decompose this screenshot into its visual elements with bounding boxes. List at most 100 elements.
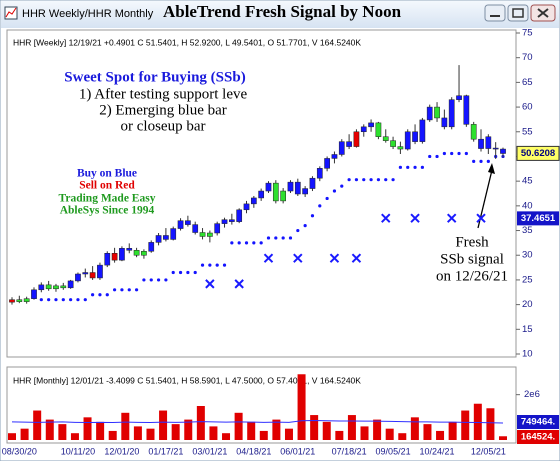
y-tick-label: 60 — [522, 102, 533, 113]
x-tick-label: 07/18/21 — [332, 446, 367, 456]
candle-body — [412, 131, 418, 142]
stop-dot — [318, 204, 322, 208]
price-header: HHR [Weekly] 12/19/21 +0.4901 C 51.5401,… — [13, 37, 361, 47]
last-volume-box — [517, 415, 559, 429]
volume-header: HHR [Monthly] 12/01/21 -3.4099 C 51.5401… — [13, 375, 361, 385]
x-tick-label: 03/01/21 — [192, 446, 227, 456]
annotation: 1) After testing support leve — [79, 86, 248, 102]
x-tick-label: 12/05/21 — [471, 446, 506, 456]
x-tick-label: 08/30/20 — [2, 446, 37, 456]
volume-bar — [284, 428, 293, 440]
stop-dot — [69, 298, 73, 302]
stop-dot — [61, 298, 65, 302]
close-button[interactable] — [530, 4, 556, 22]
candle-body — [111, 253, 118, 261]
volume-bar — [121, 412, 130, 440]
x-tick-label: 09/05/21 — [376, 446, 411, 456]
volume-bar — [159, 410, 168, 440]
volume-bar — [108, 430, 117, 440]
fresh-note: Fresh SSb signal on 12/26/21 — [436, 234, 508, 284]
candle-body — [463, 95, 470, 125]
candle-body — [470, 124, 477, 140]
annotation: Buy on Blue — [77, 168, 137, 180]
candle-body — [302, 188, 308, 195]
stop-dot — [325, 196, 329, 201]
stop-dot — [178, 270, 183, 275]
stop-dot — [156, 278, 161, 282]
volume-bar — [461, 410, 470, 440]
sell-x-marker — [351, 253, 362, 263]
y-tick-label: 65 — [522, 77, 533, 88]
volume-bar — [360, 426, 369, 440]
stop-dot — [164, 278, 168, 282]
candle-body — [45, 284, 52, 290]
candle-body — [316, 168, 323, 179]
candle-body — [60, 285, 67, 289]
volume-bar — [20, 428, 29, 440]
maximize-button[interactable] — [507, 4, 529, 22]
stop-dot — [266, 236, 271, 240]
stop-dot — [398, 165, 403, 169]
stop-dot — [200, 263, 205, 267]
stop-dot — [303, 224, 307, 228]
y-tick-label: 35 — [522, 225, 533, 236]
stop-dot — [91, 293, 95, 297]
candle-body — [375, 122, 382, 137]
stop-dot — [186, 270, 190, 275]
x-tick-label: 04/18/21 — [236, 446, 271, 456]
x-tick-label: 06/01/21 — [280, 446, 315, 456]
annotation: SSb signal — [440, 251, 504, 267]
stop-dot — [244, 241, 249, 245]
candle-body — [360, 126, 367, 133]
y-tick-label: 25 — [522, 274, 533, 285]
x-tick-label: 10/11/20 — [61, 446, 95, 456]
candle-body — [214, 223, 221, 234]
candle-body — [324, 158, 330, 169]
volume-bar — [310, 415, 319, 440]
volume-bar — [234, 412, 243, 440]
stop-dot — [222, 263, 227, 267]
stop-dot — [354, 178, 359, 182]
candle-body — [485, 136, 492, 149]
candle-body — [382, 136, 389, 141]
annotation: Sweet Spot for Buying (SSb) — [64, 69, 245, 85]
volume-bar — [473, 403, 482, 440]
app-icon — [4, 6, 18, 20]
sell-x-marker — [446, 213, 457, 223]
candle-body — [272, 182, 279, 202]
stop-dot — [310, 214, 315, 218]
candle-body — [192, 224, 199, 233]
candle-body — [104, 253, 111, 266]
volume-bar — [335, 430, 344, 440]
candle-body — [397, 146, 404, 150]
candle-body — [177, 220, 184, 229]
candle-body — [75, 273, 81, 282]
candle-body — [67, 280, 74, 289]
last-stop-label: 37.4651 — [521, 213, 556, 224]
candle-body — [309, 177, 316, 189]
candle-body — [155, 235, 162, 243]
candle-body — [119, 248, 125, 261]
stop-dot — [457, 151, 461, 156]
annotation: Trading Made Easy — [59, 193, 156, 205]
stop-dot — [281, 236, 285, 240]
volume-bar — [171, 424, 180, 440]
last-stop-box — [517, 211, 559, 226]
y-tick-label: 45 — [522, 176, 533, 187]
last-volume-label: 164524. — [521, 432, 555, 443]
sell-x-marker — [205, 279, 215, 289]
sweet-spot-note: Sweet Spot for Buying (SSb) 1) After tes… — [64, 69, 247, 134]
candle-body — [338, 141, 345, 155]
volume-bar — [398, 433, 407, 440]
stop-dot — [54, 298, 58, 302]
minimize-button[interactable] — [484, 4, 506, 22]
volume-bar — [96, 421, 105, 440]
y-tick-label: 20 — [522, 299, 533, 310]
volume-bar — [8, 433, 16, 440]
candle-body — [492, 147, 499, 150]
volume-bar — [410, 417, 419, 440]
stop-dot — [428, 154, 432, 159]
stop-dot — [105, 293, 109, 297]
stop-dot — [384, 178, 388, 182]
candle-body — [265, 182, 272, 192]
